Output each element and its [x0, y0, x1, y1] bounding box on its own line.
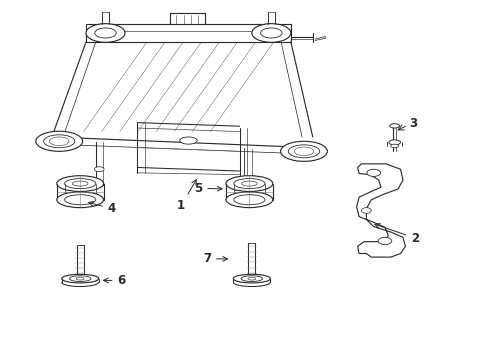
Ellipse shape	[95, 28, 116, 38]
Ellipse shape	[241, 181, 257, 186]
Ellipse shape	[241, 276, 262, 282]
Ellipse shape	[64, 195, 96, 205]
Ellipse shape	[233, 195, 264, 205]
Text: 1: 1	[177, 180, 196, 212]
Ellipse shape	[361, 208, 370, 213]
Ellipse shape	[179, 137, 197, 144]
Ellipse shape	[233, 179, 264, 189]
Ellipse shape	[69, 276, 91, 282]
Ellipse shape	[64, 179, 96, 189]
Ellipse shape	[43, 135, 75, 148]
Text: 4: 4	[89, 202, 116, 215]
Ellipse shape	[57, 176, 103, 192]
Text: 3: 3	[409, 117, 417, 130]
Ellipse shape	[251, 24, 290, 42]
Ellipse shape	[61, 274, 99, 283]
Ellipse shape	[389, 124, 399, 128]
Ellipse shape	[94, 167, 104, 172]
Ellipse shape	[57, 192, 103, 208]
Polygon shape	[356, 164, 405, 257]
Ellipse shape	[260, 28, 282, 38]
Ellipse shape	[36, 131, 82, 151]
Text: 6: 6	[103, 274, 125, 287]
Ellipse shape	[233, 274, 270, 283]
Ellipse shape	[388, 140, 400, 145]
Polygon shape	[86, 24, 290, 42]
Ellipse shape	[390, 144, 398, 148]
Ellipse shape	[225, 176, 272, 192]
Ellipse shape	[49, 137, 69, 145]
Ellipse shape	[86, 24, 125, 42]
Ellipse shape	[225, 192, 272, 208]
Ellipse shape	[366, 169, 380, 176]
Text: 7: 7	[203, 252, 227, 265]
Text: 2: 2	[374, 224, 418, 244]
Text: 5: 5	[194, 182, 222, 195]
Ellipse shape	[76, 277, 84, 280]
Ellipse shape	[247, 277, 255, 280]
Ellipse shape	[280, 141, 327, 161]
Ellipse shape	[294, 147, 313, 156]
Ellipse shape	[377, 237, 391, 244]
Ellipse shape	[288, 145, 319, 158]
Ellipse shape	[72, 181, 88, 186]
